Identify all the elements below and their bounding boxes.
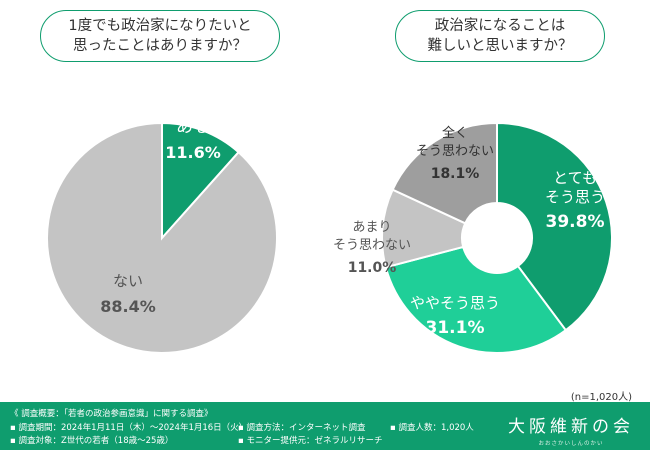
question-1-line-1: 1度でも政治家になりたいと xyxy=(68,18,252,34)
slice-value-1: 31.1% xyxy=(426,318,485,338)
slice-1 xyxy=(46,121,278,354)
slice-value-1: 88.4% xyxy=(100,297,156,316)
donut-hole xyxy=(462,203,532,273)
footer-bar: 《 調査概要：「若者の政治参画意識」に関する調査》 ▪ 調査期間：2024年1月… xyxy=(0,402,650,450)
slice-label-2-line-0: あまり xyxy=(352,220,391,235)
slice-label-0-line-1: そう思う xyxy=(545,188,605,206)
slice-label-1-line-0: ややそう思う xyxy=(410,294,500,312)
slice-value-3: 18.1% xyxy=(431,166,480,182)
question-2-line-1: 政治家になることは xyxy=(434,18,566,34)
slice-value-2: 11.0% xyxy=(348,260,397,276)
question-box-2: 政治家になることは 難しいと思いますか？ xyxy=(395,10,605,62)
slice-label-3-line-1: そう思わない xyxy=(416,144,494,159)
question-2-line-2: 難しいと思いますか？ xyxy=(427,38,573,54)
survey-method: ▪ 調査方法：インターネット調査 xyxy=(238,423,366,433)
slice-label-0-line-0: ある xyxy=(176,117,210,137)
slice-0 xyxy=(161,121,241,241)
slice-label-3-line-0: 全く xyxy=(442,125,468,141)
survey-count: ▪ 調査人数：1,020人 xyxy=(390,423,474,433)
sample-size-note: (n=1,020人) xyxy=(570,392,632,403)
pie-chart-political-aspiration: ある 11.6% ない 88.4% xyxy=(46,117,278,354)
brand-logo: 大阪維新の会 おおさかいしんのかい xyxy=(506,412,636,447)
slice-label-1-line-0: ない xyxy=(113,272,143,290)
brand-name: 大阪維新の会 xyxy=(508,417,634,437)
slice-label-2-line-1: そう思わない xyxy=(333,238,411,253)
survey-period: ▪ 調査期間：2024年1月11日（木）～2024年1月16日（火） xyxy=(10,423,248,433)
slice-label-0-line-0: とても xyxy=(553,169,597,187)
slice-value-0: 39.8% xyxy=(546,212,605,232)
monitor-provider: ▪ モニター提供元：ゼネラルリサーチ xyxy=(238,436,383,446)
survey-overview: 《 調査概要：「若者の政治参画意識」に関する調査》 xyxy=(10,409,213,419)
slice-value-0: 11.6% xyxy=(165,143,221,162)
slice-3 xyxy=(391,121,498,225)
question-box-1: 1度でも政治家になりたいと 思ったことはありますか？ xyxy=(40,10,280,62)
donut-chart-difficulty: とてもそう思う39.8%ややそう思う31.1%あまりそう思わない11.0%全くそ… xyxy=(333,121,613,354)
brand-subtitle: おおさかいしんのかい xyxy=(538,441,604,447)
survey-target: ▪ 調査対象：Z世代の若者（18歳～25歳） xyxy=(10,436,174,446)
question-1-line-2: 思ったことはありますか？ xyxy=(73,38,247,54)
